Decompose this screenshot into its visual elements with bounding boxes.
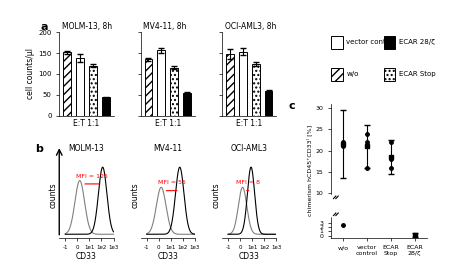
Text: ECAR 28/ζ: ECAR 28/ζ [399,39,435,45]
FancyBboxPatch shape [383,36,395,49]
Bar [145,59,152,116]
FancyBboxPatch shape [331,68,343,81]
Text: OCI-AML3, 8h: OCI-AML3, 8h [225,22,276,31]
X-axis label: E:T 1:1: E:T 1:1 [73,119,100,128]
Y-axis label: chimerism hCD45⁺CD33⁾ [%]: chimerism hCD45⁺CD33⁾ [%] [307,125,313,216]
X-axis label: E:T 1:1: E:T 1:1 [155,119,181,128]
Text: ECAR Stop: ECAR Stop [399,72,436,77]
Y-axis label: counts: counts [49,183,58,209]
X-axis label: E:T 1:1: E:T 1:1 [236,119,262,128]
Text: c: c [288,101,295,111]
Text: a: a [40,22,48,32]
Bar [226,54,234,116]
Y-axis label: cell counts/µl: cell counts/µl [27,49,36,100]
Title: OCI-AML3: OCI-AML3 [231,144,268,153]
Bar [63,52,71,116]
Bar [89,66,97,116]
Text: MFI = 8: MFI = 8 [236,180,260,185]
Title: MOLM-13: MOLM-13 [69,144,104,153]
FancyBboxPatch shape [383,68,395,81]
Text: MV4-11, 8h: MV4-11, 8h [143,22,187,31]
X-axis label: CD33: CD33 [157,252,178,261]
Text: b: b [35,144,43,154]
X-axis label: CD33: CD33 [239,252,260,261]
Bar [265,91,273,116]
Text: w/o: w/o [346,72,359,77]
Bar [157,50,165,116]
Bar [252,64,260,116]
Text: MFI = 125: MFI = 125 [76,174,109,179]
Y-axis label: counts: counts [130,183,139,209]
Bar [76,58,84,116]
Bar [102,97,109,116]
Text: MFI = 55: MFI = 55 [158,180,186,185]
Bar [183,93,191,116]
FancyBboxPatch shape [331,36,343,49]
Y-axis label: counts: counts [212,183,221,209]
Title: MV4-11: MV4-11 [153,144,182,153]
Text: MOLM-13, 8h: MOLM-13, 8h [62,22,112,31]
Bar [170,68,178,116]
Text: vector control: vector control [346,39,395,45]
Bar [239,52,246,116]
X-axis label: CD33: CD33 [76,252,97,261]
